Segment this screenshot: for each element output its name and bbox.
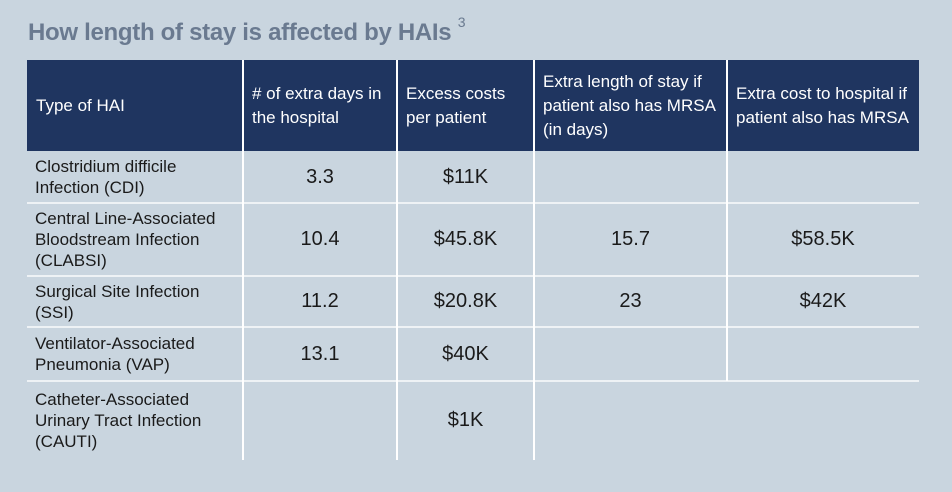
table-cell: 13.1 [300, 342, 340, 365]
row-label: Central Line-Associated Bloodstream Infe… [35, 209, 216, 270]
header-cell: Extra cost to hospital if patient also h… [727, 60, 919, 151]
column-divider [396, 60, 398, 460]
column-divider [726, 60, 728, 381]
header-cell: Type of HAI [27, 60, 243, 151]
table-cell: $11K [442, 165, 489, 188]
title-text: How length of stay is affected by HAIs [28, 19, 452, 46]
header-cell: Extra length of stay if patient also has… [534, 60, 727, 151]
table-cell: $42K [799, 290, 847, 312]
header-cell: # of extra days in the hospital [243, 60, 397, 151]
table-cell: 3.3 [306, 165, 334, 188]
table-cell: 11.2 [301, 290, 339, 312]
column-divider [533, 60, 535, 460]
row-label: Surgical Site Infection (SSI) [35, 281, 200, 322]
row-divider [27, 326, 919, 328]
row-label: Ventilator-Associated Pneumonia (VAP) [35, 334, 195, 374]
row-divider [27, 275, 919, 277]
table-cell: $40K [442, 342, 489, 365]
table-cell: 10.4 [300, 228, 340, 250]
table-cell: $58.5K [791, 228, 855, 250]
table-cell: $1K [447, 409, 484, 431]
header-cell: Excess costs per patient [397, 60, 534, 151]
title-superscript: 3 [457, 14, 466, 30]
row-divider [27, 202, 919, 204]
table-cell: $20.8K [433, 290, 498, 312]
column-divider [242, 60, 244, 460]
title: How length of stay is affected by HAIs 3 [28, 14, 466, 47]
row-divider [27, 380, 919, 382]
table-cell: $45.8K [433, 228, 498, 250]
table-cell: 23 [619, 290, 642, 312]
table-cell: 15.7 [611, 228, 650, 250]
row-label: Clostridium difficile Infection (CDI) [35, 157, 177, 197]
row-label: Catheter-Associated Urinary Tract Infect… [35, 390, 202, 451]
